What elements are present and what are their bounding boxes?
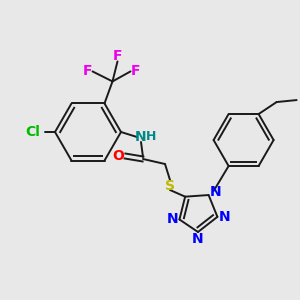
Text: F: F xyxy=(83,64,92,78)
Text: F: F xyxy=(131,64,140,78)
Text: N: N xyxy=(210,185,221,199)
Text: N: N xyxy=(167,212,178,226)
Text: N: N xyxy=(219,210,230,224)
Text: H: H xyxy=(146,130,156,142)
Text: N: N xyxy=(192,232,204,246)
Text: Cl: Cl xyxy=(25,125,40,139)
Text: S: S xyxy=(165,179,175,193)
Text: F: F xyxy=(113,50,122,63)
Text: O: O xyxy=(112,149,124,163)
Text: N: N xyxy=(135,130,147,144)
